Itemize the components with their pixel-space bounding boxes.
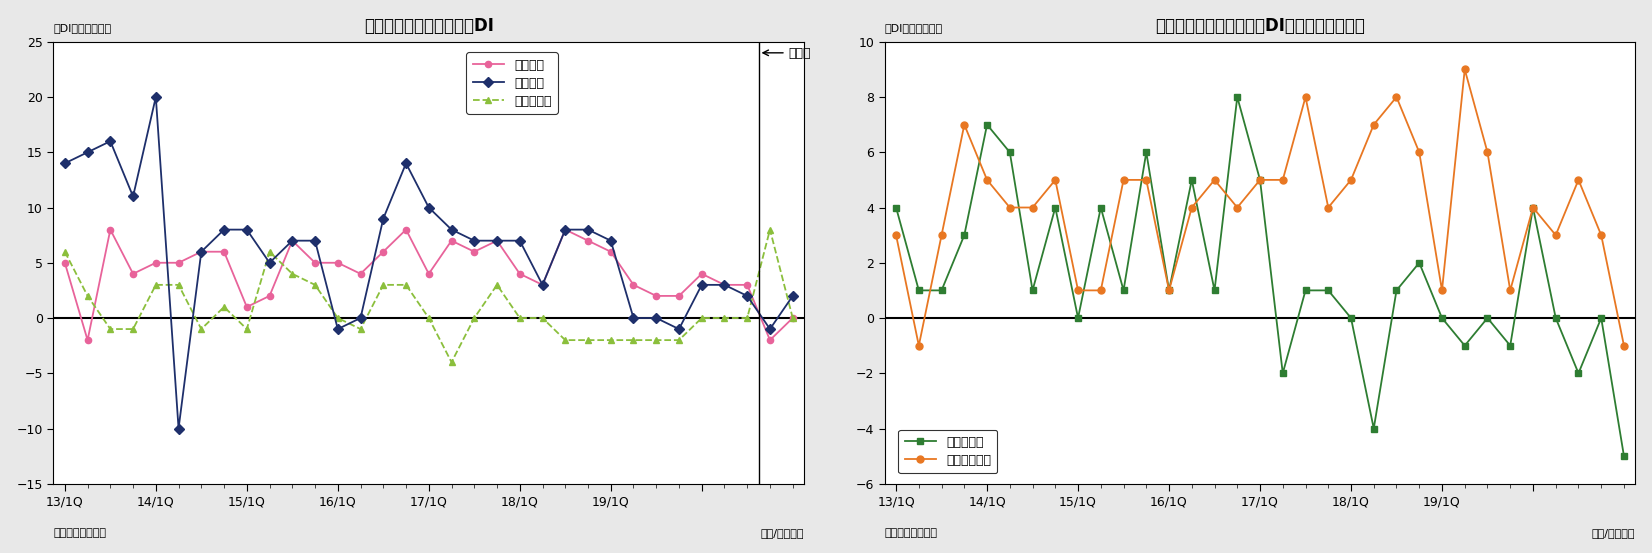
Text: 見通し: 見通し	[788, 48, 811, 60]
Text: （年/四半期）: （年/四半期）	[1593, 528, 1635, 538]
Title: （図表５）資金需要判断DI: （図表５）資金需要判断DI	[363, 17, 494, 35]
Text: （資料）日本銀行: （資料）日本銀行	[53, 528, 106, 538]
Text: （年/四半期）: （年/四半期）	[760, 528, 805, 538]
Text: （DI、ポイント）: （DI、ポイント）	[885, 23, 943, 33]
Text: （DI、ポイント）: （DI、ポイント）	[53, 23, 112, 33]
Text: （資料）日本銀行: （資料）日本銀行	[885, 528, 938, 538]
Legend: 企業向け, 個人向け, 地公体向け: 企業向け, 個人向け, 地公体向け	[466, 53, 558, 114]
Title: （図表６）資金需要判断DI（大・中小企業）: （図表６）資金需要判断DI（大・中小企業）	[1155, 17, 1365, 35]
Legend: 大企業向け, 中小企業向け: 大企業向け, 中小企業向け	[899, 430, 998, 473]
